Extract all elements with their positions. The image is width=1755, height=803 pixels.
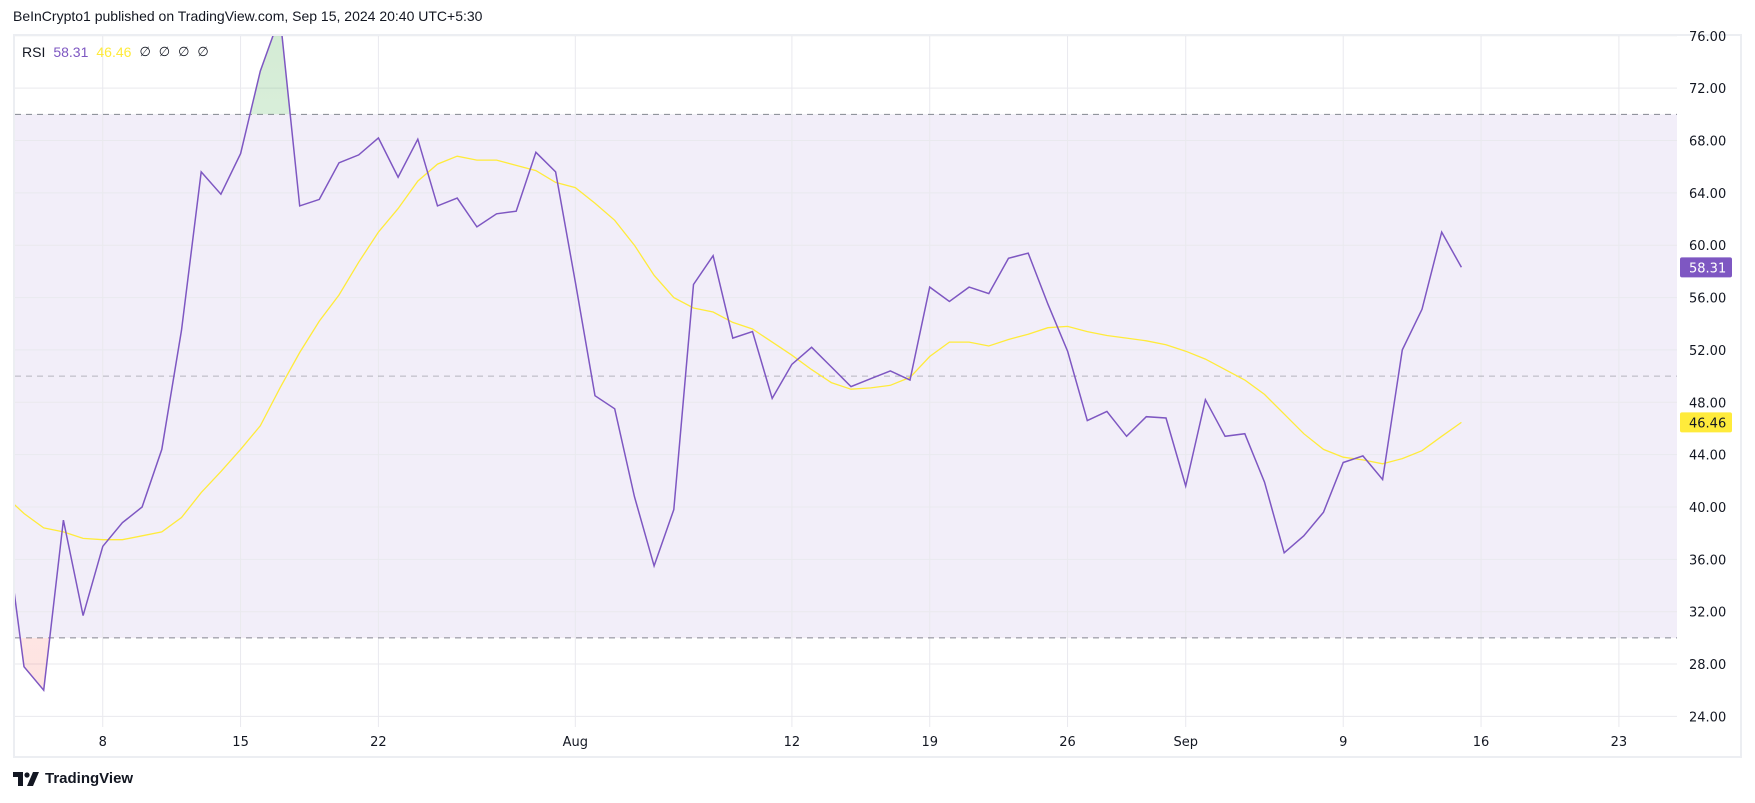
tradingview-logo-icon <box>13 771 39 786</box>
x-tick-label: 19 <box>921 735 938 750</box>
legend-indicator-name: RSI <box>22 44 46 60</box>
publish-info: BeInCrypto1 published on TradingView.com… <box>13 8 483 24</box>
indicator-legend[interactable]: RSI 58.31 46.46 ∅ ∅ ∅ ∅ <box>22 44 209 60</box>
x-tick-label: 8 <box>99 735 107 750</box>
rsi-line <box>15 36 1463 693</box>
x-tick-label: 15 <box>232 735 249 750</box>
y-tick-label: 68.00 <box>1689 135 1726 150</box>
x-tick-label: Sep <box>1173 735 1198 750</box>
brand-name: TradingView <box>45 770 134 787</box>
x-tick-label: Aug <box>563 735 588 750</box>
tradingview-brand[interactable]: TradingView <box>13 770 133 787</box>
x-tick-label: 23 <box>1611 735 1628 750</box>
y-tick-label: 40.00 <box>1689 501 1726 516</box>
y-tick-label: 72.00 <box>1689 82 1726 97</box>
y-tick-label: 32.00 <box>1689 606 1726 621</box>
rsi-pane <box>13 34 1742 758</box>
legend-ma-value: 46.46 <box>96 44 132 60</box>
y-tick-label: 28.00 <box>1689 658 1726 673</box>
y-tick-label: 48.00 <box>1689 396 1726 411</box>
x-tick-label: 22 <box>370 735 387 750</box>
rsi-last-value-tag <box>1680 257 1732 278</box>
x-tick-label: 9 <box>1339 735 1347 750</box>
ma-last-value-label: 46.46 <box>1689 416 1726 431</box>
y-tick-label: 56.00 <box>1689 292 1726 307</box>
y-tick-label: 52.00 <box>1689 344 1726 359</box>
y-tick-label: 24.00 <box>1689 710 1726 725</box>
x-tick-label: 12 <box>784 735 801 750</box>
x-tick-label: 16 <box>1473 735 1490 750</box>
y-tick-label: 76.00 <box>1689 30 1726 45</box>
legend-na-value: ∅ <box>158 44 171 59</box>
legend-na-value: ∅ <box>197 44 209 59</box>
ma-line <box>15 155 1462 541</box>
ma-last-value-tag <box>1680 412 1732 433</box>
legend-rsi-value: 58.31 <box>53 44 89 60</box>
plot-area <box>15 36 1677 727</box>
rsi-last-value-label: 58.31 <box>1689 261 1726 276</box>
legend-na-value: ∅ <box>178 44 190 59</box>
y-tick-label: 64.00 <box>1689 187 1726 202</box>
legend-na-value: ∅ <box>139 44 151 59</box>
x-tick-label: 26 <box>1059 735 1076 750</box>
y-tick-label: 36.00 <box>1689 553 1726 568</box>
y-tick-label: 44.00 <box>1689 449 1726 464</box>
y-tick-label: 60.00 <box>1689 239 1726 254</box>
